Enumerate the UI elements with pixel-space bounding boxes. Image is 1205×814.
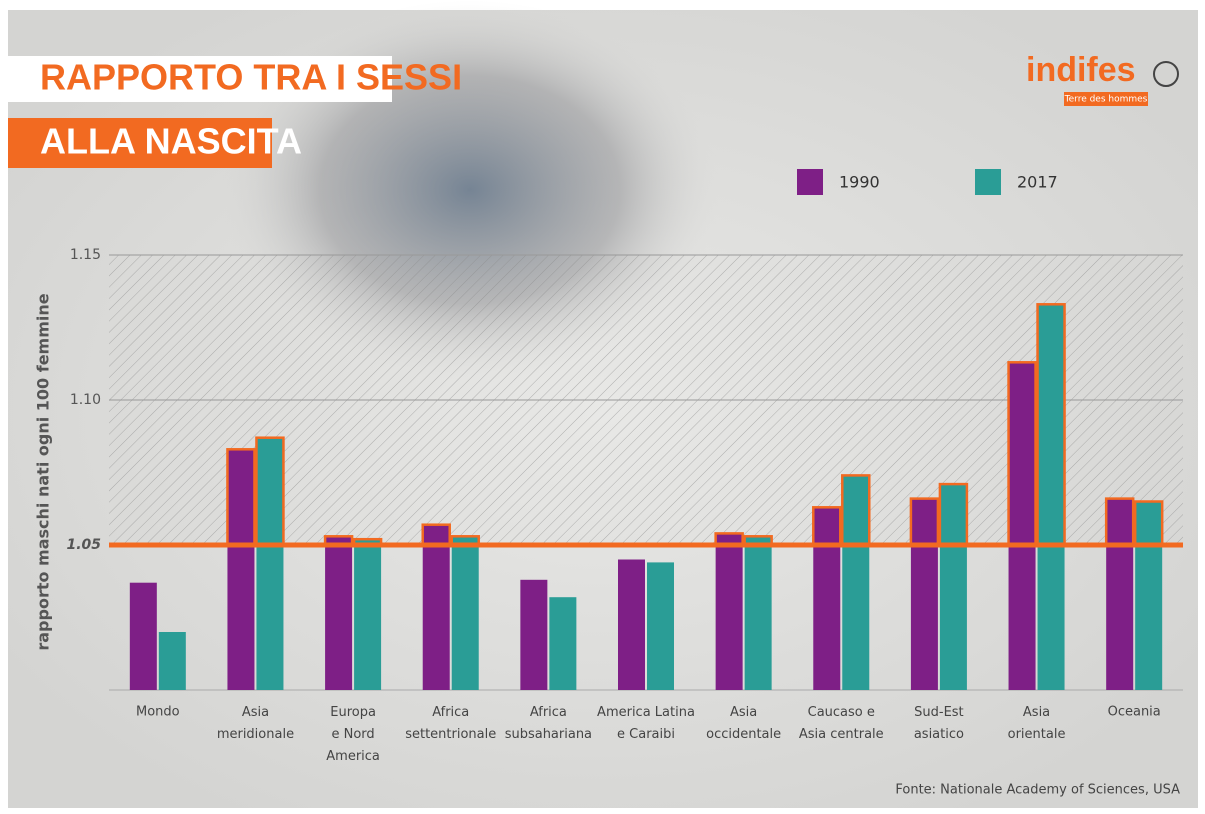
- bar: [939, 484, 967, 690]
- x-tick-label: Africa subsahariana: [505, 705, 592, 742]
- x-tick-label: Asia occidentale: [706, 705, 781, 742]
- y-axis-label: rapporto maschi nati ogni 100 femmine: [34, 293, 53, 650]
- bar: [618, 559, 645, 690]
- y-tick-label: 1.05: [66, 537, 101, 553]
- bar: [715, 533, 743, 690]
- x-tick-label: Asia meridionale: [217, 705, 294, 742]
- y-tick-label: 1.10: [70, 392, 101, 408]
- chart-title: RAPPORTO TRA I SESSI: [40, 57, 462, 98]
- x-tick-label: Africa settentrionale: [405, 705, 496, 742]
- bar: [325, 536, 353, 690]
- x-tick-label: Europa e Nord America: [326, 705, 380, 764]
- bar: [813, 507, 841, 690]
- bar: [744, 536, 772, 690]
- subtitle-box: [8, 118, 272, 168]
- logo-icon: [1153, 61, 1179, 87]
- bar: [1106, 498, 1134, 690]
- bar: [158, 632, 186, 690]
- legend-label: 1990: [839, 173, 880, 192]
- x-tick-label: Sud-Est asiatico: [914, 705, 964, 742]
- bar: [129, 582, 157, 690]
- bar: [451, 536, 479, 690]
- bar: [1008, 362, 1036, 690]
- bar: [422, 524, 450, 690]
- x-tick-label: Oceania: [1108, 705, 1161, 720]
- x-tick-label: America Latina e Caraibi: [597, 705, 695, 742]
- legend-label: 2017: [1017, 173, 1058, 192]
- bar: [1037, 304, 1065, 690]
- logo-sub-box: [1064, 92, 1148, 106]
- bar: [1135, 501, 1163, 690]
- x-tick-label: Caucaso e Asia centrale: [799, 705, 884, 742]
- bar: [647, 562, 674, 690]
- bar: [549, 597, 577, 690]
- bar: [520, 579, 548, 690]
- x-tick-label: Mondo: [136, 705, 180, 720]
- logo: indifes: [1026, 51, 1136, 89]
- bar: [354, 539, 382, 690]
- logo-sub: Terre des hommes: [1064, 95, 1148, 105]
- source: Fonte: Nationale Academy of Sciences, US…: [895, 783, 1180, 798]
- title-box: [8, 56, 392, 102]
- chart-subtitle: ALLA NASCITA: [40, 121, 302, 162]
- legend-swatch: [975, 169, 1001, 195]
- bar: [256, 437, 284, 690]
- bar: [910, 498, 938, 690]
- bar: [842, 475, 870, 690]
- y-tick-label: 1.15: [70, 247, 101, 263]
- bar: [227, 449, 255, 690]
- legend-swatch: [797, 169, 823, 195]
- x-tick-label: Asia orientale: [1008, 705, 1066, 742]
